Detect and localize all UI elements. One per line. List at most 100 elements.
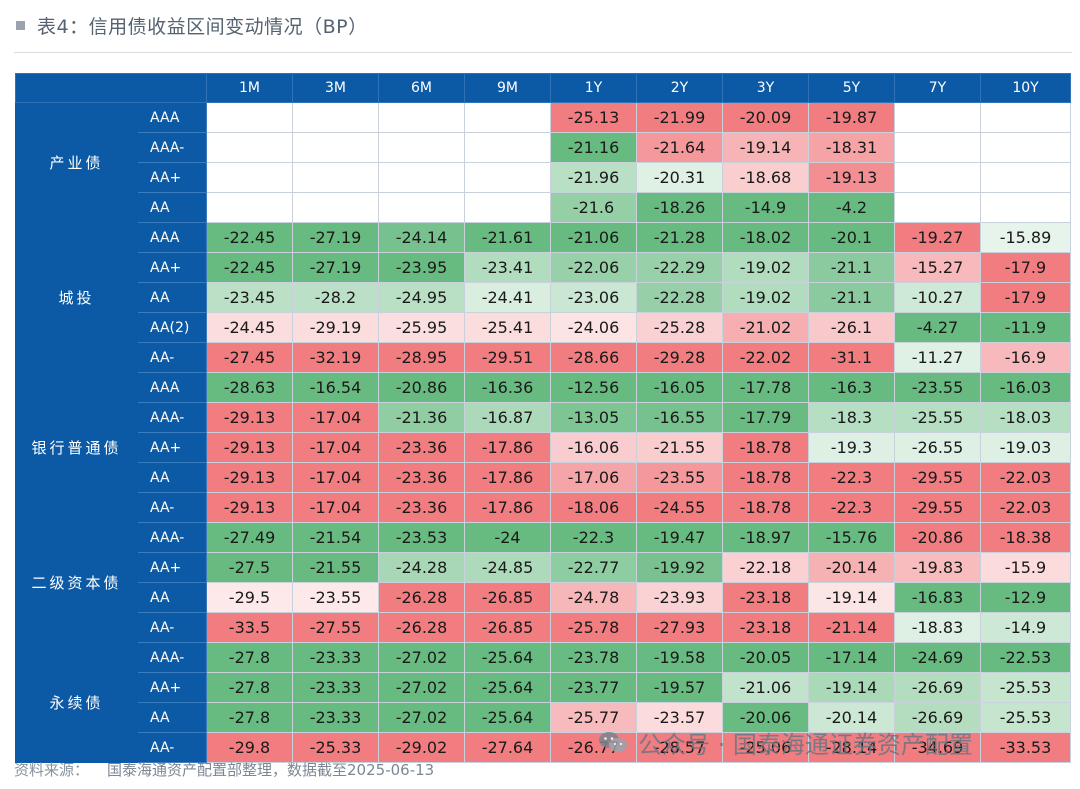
rating-label: AA — [137, 702, 207, 733]
value-cell: -23.95 — [378, 252, 465, 283]
value-cell: -18.78 — [722, 432, 809, 463]
value-cell: -18.68 — [722, 162, 809, 193]
value-cell: -17.86 — [464, 432, 551, 463]
value-cell: -21.55 — [636, 432, 723, 463]
value-cell: -23.45 — [206, 282, 293, 313]
value-cell: -29.55 — [894, 492, 981, 523]
value-cell: -29.13 — [206, 462, 293, 493]
value-cell: -20.31 — [636, 162, 723, 193]
value-cell: -29.02 — [378, 732, 465, 763]
value-cell: -21.28 — [636, 222, 723, 253]
value-cell: -21.1 — [808, 282, 895, 313]
value-cell: -20.05 — [722, 642, 809, 673]
table-row: AA(2) -24.45 -29.19 -25.95 -25.41 -24.06 -25.2… — [16, 312, 1071, 343]
value-cell: -22.45 — [206, 222, 293, 253]
value-cell: -22.18 — [722, 552, 809, 583]
value-cell: -17.9 — [980, 252, 1071, 283]
value-cell — [378, 132, 465, 163]
value-cell: -4.27 — [894, 312, 981, 343]
table-row: AA -23.45 -28.2 -24.95 -24.41 -23.06 -22.28 -19… — [16, 282, 1071, 313]
table-title-bar: 表4：信用债收益区间变动情况（BP） — [14, 10, 1072, 40]
value-cell: -23.77 — [550, 672, 637, 703]
value-cell — [464, 102, 551, 133]
bond-type-label: 永续债 — [15, 642, 138, 763]
value-cell: -23.18 — [722, 612, 809, 643]
table-corner-cell — [15, 73, 207, 103]
value-cell: -28.63 — [206, 372, 293, 403]
value-cell: -22.3 — [550, 522, 637, 553]
table-row: 永续债 AAA- -27.8 -23.33 -27.02 -25.64 -23.78 -19.… — [15, 642, 1071, 763]
value-cell: -17.14 — [808, 642, 895, 673]
value-cell: -25.41 — [464, 312, 551, 343]
value-cell: -21.55 — [292, 552, 379, 583]
value-cell: -25.55 — [894, 402, 981, 433]
value-cell: -26.55 — [894, 432, 981, 463]
table-row: AA -29.13 -17.04 -23.36 -17.86 -17.06 -23.55 -1… — [16, 462, 1071, 493]
column-header: 5Y — [808, 73, 895, 103]
value-cell: -12.56 — [550, 372, 637, 403]
table-row: AA+ -21.96 -20.31 -18.68 -19.13 — [16, 162, 1071, 193]
value-cell — [378, 162, 465, 193]
column-header: 1M — [206, 73, 293, 103]
table-body: 产业债 AAA -25.13 -21.99 -20.09 -19.87 AAA- -21.16… — [15, 102, 1071, 763]
value-cell: -25.95 — [378, 312, 465, 343]
value-cell: -18.83 — [894, 612, 981, 643]
value-cell: -24.45 — [206, 312, 293, 343]
value-cell: -21.1 — [808, 252, 895, 283]
rating-label: AA — [137, 462, 207, 493]
value-cell: -20.09 — [722, 102, 809, 133]
table-row: AA -21.6 -18.26 -14.9 -4.2 — [16, 192, 1071, 223]
value-cell: -22.02 — [722, 342, 809, 373]
value-cell — [464, 162, 551, 193]
value-cell — [206, 192, 293, 223]
value-cell: -29.13 — [206, 432, 293, 463]
table-row: AA+ -29.13 -17.04 -23.36 -17.86 -16.06 -21.55-… — [16, 432, 1071, 463]
source-footer: 资料来源： 国泰海通资产配置部整理，数据截至2025-06-13 — [14, 758, 1072, 780]
value-cell: -26.69 — [894, 672, 981, 703]
value-cell: -16.05 — [636, 372, 723, 403]
value-cell: -17.79 — [722, 402, 809, 433]
value-cell: -19.14 — [808, 582, 895, 613]
rating-label: AA(2) — [137, 312, 207, 343]
value-cell: -29.5 — [206, 582, 293, 613]
title-divider — [14, 52, 1072, 53]
value-cell: -27.55 — [292, 612, 379, 643]
value-cell: -29.55 — [894, 462, 981, 493]
value-cell: -29.28 — [636, 342, 723, 373]
value-cell: -33.53 — [980, 732, 1071, 763]
value-cell: -24.85 — [464, 552, 551, 583]
value-cell: -26.85 — [464, 582, 551, 613]
value-cell: -16.3 — [808, 372, 895, 403]
value-cell: -21.99 — [636, 102, 723, 133]
value-cell: -24.06 — [550, 312, 637, 343]
value-cell: -27.5 — [206, 552, 293, 583]
value-cell: -22.06 — [550, 252, 637, 283]
value-cell: -16.9 — [980, 342, 1071, 373]
rating-label: AAA — [137, 372, 207, 403]
value-cell: -24.55 — [636, 492, 723, 523]
value-cell: -25.06 — [722, 732, 809, 763]
value-cell: -29.13 — [206, 492, 293, 523]
value-cell: -20.86 — [378, 372, 465, 403]
value-cell: -29.19 — [292, 312, 379, 343]
value-cell: -11.27 — [894, 342, 981, 373]
value-cell: -23.57 — [636, 702, 723, 733]
value-cell: -27.02 — [378, 672, 465, 703]
value-cell: -17.86 — [464, 462, 551, 493]
value-cell: -18.31 — [808, 132, 895, 163]
value-cell: -18.97 — [722, 522, 809, 553]
value-cell — [980, 102, 1071, 133]
value-cell: -18.3 — [808, 402, 895, 433]
value-cell: -16.03 — [980, 372, 1071, 403]
yield-change-table: 1M 3M 6M 9M 1Y 2Y 3Y 5Y 7Y 10Y 产业债 AAA -25.13 -21.99… — [15, 73, 1071, 763]
table-row: AA -27.8 -23.33 -27.02 -25.64 -25.77 -23.57 -20… — [16, 702, 1071, 733]
value-cell: -28.14 — [808, 732, 895, 763]
source-text: 国泰海通资产配置部整理，数据截至2025-06-13 — [107, 760, 435, 779]
value-cell: -15.89 — [980, 222, 1071, 253]
value-cell: -16.06 — [550, 432, 637, 463]
value-cell: -29.13 — [206, 402, 293, 433]
column-header: 10Y — [980, 73, 1071, 103]
bond-type-label: 银行普通债 — [15, 372, 138, 523]
title-bullet-icon — [16, 20, 25, 30]
rating-label: AA — [137, 582, 207, 613]
